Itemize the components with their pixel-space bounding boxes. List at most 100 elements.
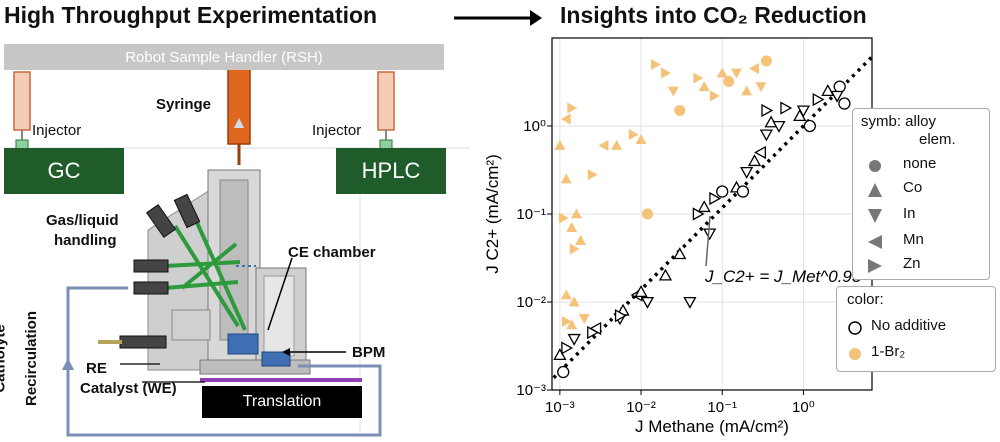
triangle-left-marker-icon (868, 235, 882, 249)
legend-item-zn: Zn (867, 255, 987, 277)
no-additive-data-point (557, 365, 570, 379)
legend-item-mn: Mn (867, 231, 987, 253)
circle-marker-icon (869, 160, 881, 172)
y-axis-label: J C2+ (mA/cm²) (483, 154, 502, 273)
legend-color-title: color: (847, 291, 884, 308)
y-tick-label: 10⁰ (523, 118, 546, 135)
br2-data-point (587, 169, 598, 181)
no-additive-data-point (703, 228, 717, 241)
re-label: RE (86, 360, 107, 377)
legend-symbol-subtitle: elem. (919, 131, 956, 148)
br2-data-point (560, 173, 572, 184)
br2-data-point (575, 234, 587, 245)
left-title: High Throughput Experimentation (4, 2, 378, 28)
y-tick-label: 10⁻² (516, 294, 546, 311)
br2-data-point (667, 86, 679, 97)
filled-circle-marker-icon (849, 348, 861, 360)
br2-data-point (569, 243, 580, 255)
no-additive-data-point (812, 92, 825, 107)
no-additive-data-point (614, 309, 627, 323)
injector-left-label: Injector (32, 122, 82, 139)
br2-data-point (723, 76, 735, 88)
gc-instrument: GC (4, 148, 124, 194)
apparatus-diagram (4, 67, 470, 437)
no-additive-data-point (780, 101, 793, 115)
fit-annotation-arrow (705, 215, 711, 267)
no-additive-data-point (747, 154, 762, 167)
y-tick-label: 10⁻³ (516, 382, 546, 399)
no-additive-data-point (553, 348, 567, 361)
br2-data-point (568, 296, 580, 307)
data-points (553, 55, 851, 379)
x-axis-label: J Methane (mA/cm²) (635, 417, 789, 436)
x-tick-label: 10⁻¹ (707, 399, 737, 416)
no-additive-data-point (838, 97, 851, 110)
arrow-right-icon (454, 10, 542, 26)
triangle-right-marker-icon (868, 259, 882, 273)
injector-right-label: Injector (312, 122, 362, 139)
br2-data-point (567, 102, 578, 114)
br2-data-point (716, 67, 728, 78)
fit-line (552, 55, 874, 379)
br2-data-point (554, 140, 566, 150)
handling-label: handling (54, 232, 117, 249)
no-additive-data-point (833, 80, 846, 93)
no-additive-data-point (803, 119, 816, 133)
no-additive-data-point (761, 103, 774, 118)
br2-data-point (598, 140, 609, 152)
ce-chamber-label: CE chamber (288, 244, 376, 261)
br2-data-point (628, 129, 639, 141)
br2-data-point (731, 68, 743, 79)
triangle-down-marker-icon (868, 209, 882, 223)
syringe-label: Syringe (156, 96, 212, 113)
br2-data-point (741, 85, 753, 96)
br2-data-point (558, 212, 569, 224)
x-tick-label: 10⁰ (792, 399, 815, 416)
no-additive-data-point (796, 105, 811, 118)
no-additive-data-point (658, 268, 673, 281)
legend-item-no-additive: No additive (847, 317, 993, 339)
no-additive-data-point (709, 191, 722, 206)
right-title: Insights into CO₂ Reduction (560, 2, 867, 28)
br2-data-point (566, 222, 578, 233)
no-additive-data-point (754, 145, 767, 160)
br2-data-point (635, 134, 647, 145)
br2-data-point (578, 314, 590, 324)
catalyst-label: Catalyst (WE) (80, 380, 177, 397)
robot-sample-handler: Robot Sample Handler (RSH) (4, 44, 444, 70)
y-tick-label: 10⁻¹ (516, 206, 546, 223)
legend-item-in: In (867, 205, 987, 227)
br2-data-point (674, 105, 686, 117)
chart-grid (552, 38, 872, 391)
axis-ticks: 10⁻³10⁻³ 10⁻² 10⁻² 10⁻¹ 10⁻¹ 10⁰ 10⁰ (516, 118, 814, 416)
triangle-up-marker-icon (868, 183, 882, 197)
fit-annotation: J_C2+ = J_Met^0.93 (704, 267, 862, 286)
catholyte-label: Catholyte (0, 324, 9, 393)
br2-data-point (560, 113, 571, 125)
no-additive-data-point (830, 90, 844, 103)
br2-data-point (611, 140, 623, 150)
x-tick-label: 10⁻³ (545, 399, 575, 416)
translation-stage: Translation (202, 386, 362, 418)
hplc-instrument: HPLC (336, 148, 446, 194)
legend-item-none: none (867, 155, 987, 177)
br2-data-point (760, 55, 772, 67)
bpm-label: BPM (352, 344, 386, 361)
br2-data-point (560, 289, 572, 300)
x-tick-label: 10⁻² (626, 399, 656, 416)
no-additive-data-point (683, 296, 697, 309)
gas-liquid-label: Gas/liquid (46, 212, 119, 229)
no-additive-data-point (697, 200, 711, 213)
br2-data-point (749, 63, 759, 75)
no-additive-data-point (567, 333, 581, 346)
scatter-chart: 10⁻³10⁻³ 10⁻² 10⁻² 10⁻¹ 10⁻¹ 10⁰ 10⁰ J Methane… (483, 37, 874, 436)
open-circle-marker-icon (848, 321, 862, 335)
no-additive-data-point (716, 185, 729, 198)
br2-data-point (650, 58, 661, 70)
br2-data-point (698, 81, 710, 92)
no-additive-data-point (772, 120, 786, 133)
no-additive-data-point (640, 296, 655, 309)
br2-data-point (693, 72, 704, 84)
legend-color: color: No additive 1-Br₂ (836, 286, 996, 372)
legend-item-co: Co (867, 179, 987, 201)
